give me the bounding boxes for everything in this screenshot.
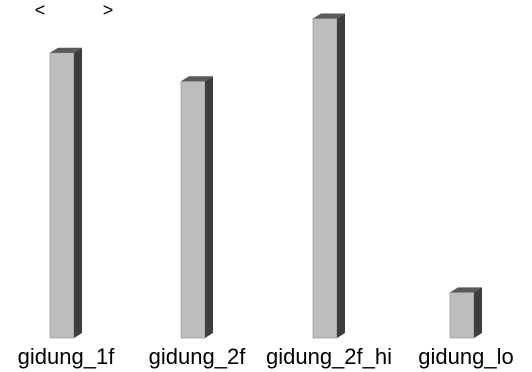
bar-top-gidung_2f_hi [313, 13, 345, 19]
bar-side-gidung_1f [74, 47, 82, 339]
bar-side-gidung_lo [474, 287, 482, 338]
bar-top-gidung_1f [50, 47, 82, 53]
x-tick-label: gidung_1f [18, 344, 116, 369]
bar-side-gidung_2f [205, 76, 213, 338]
x-tick-label: gidung_2f_hi [266, 344, 392, 369]
bar-side-gidung_2f_hi [337, 13, 345, 339]
x-tick-label: gidung_lo [418, 344, 513, 369]
x-tick-label: gidung_2f [149, 344, 247, 369]
bar-gidung_2f_hi [312, 13, 345, 339]
chart-navigation: < > [32, 0, 116, 21]
bar-gidung_2f [180, 76, 213, 339]
bar-front-gidung_2f [180, 81, 206, 339]
bar-front-gidung_1f [49, 52, 75, 339]
next-button[interactable]: > [102, 0, 114, 20]
previous-button[interactable]: < [34, 0, 46, 20]
bar-top-gidung_lo [450, 287, 482, 293]
bar-front-gidung_lo [449, 292, 475, 339]
x-tick-labels: gidung_1f gidung_2f gidung_2f_hi gidung_lo [18, 344, 514, 369]
bar-gidung_1f [49, 47, 82, 339]
bar-front-gidung_2f_hi [312, 18, 338, 339]
bars-group [49, 13, 482, 339]
bar-gidung_lo [449, 287, 482, 339]
bar-top-gidung_2f [181, 76, 213, 82]
